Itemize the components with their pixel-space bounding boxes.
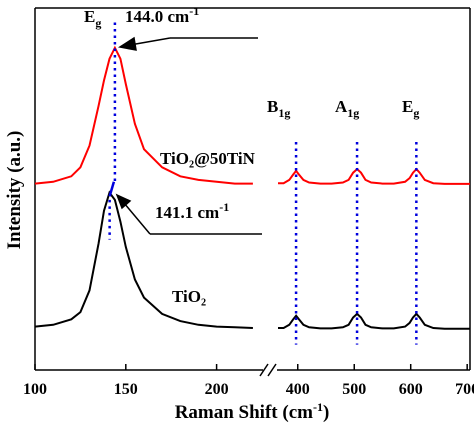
series-label: TiO₂@50TiN — [160, 149, 256, 168]
series-label: TiO₂ — [172, 287, 206, 306]
annotation: Eg — [402, 97, 419, 120]
series-line — [34, 190, 253, 329]
frame — [34, 7, 471, 377]
x-tick-label: 150 — [114, 381, 138, 398]
annotation-sup: -1 — [189, 4, 199, 18]
annotation-text: B — [267, 97, 278, 116]
annotation-sub: 1g — [347, 106, 359, 120]
series-line — [278, 312, 470, 330]
annotation-text: E — [402, 97, 413, 116]
x-tick-label: 200 — [205, 381, 229, 398]
annotation: 141.1 cm-1 — [155, 200, 229, 222]
x-tick-label: 100 — [23, 381, 47, 398]
series-line — [34, 45, 253, 185]
x-tick-label: 700 — [455, 381, 474, 398]
x-axis-label: Raman Shift (cm-1) — [175, 400, 330, 423]
y-axis-label: Intensity (a.u.) — [4, 131, 25, 250]
peak-shift — [108, 181, 116, 197]
annotation-text: A — [335, 97, 348, 116]
annotation-sub: 1g — [278, 106, 290, 120]
annotation: B1g — [267, 97, 290, 120]
annotation: Eg — [84, 7, 101, 30]
annotation-sub: g — [413, 106, 419, 120]
annotation-sub: g — [95, 16, 101, 30]
annotation-text: 144.0 cm — [125, 7, 189, 26]
annotation-sup: -1 — [219, 200, 229, 214]
annotation: 144.0 cm-1 — [125, 4, 199, 26]
x-tick-label: 500 — [342, 381, 366, 398]
annotation: A1g — [335, 97, 359, 120]
x-tick-label: 600 — [399, 381, 423, 398]
annotation-text: 141.1 cm — [155, 203, 219, 222]
annotation-text: E — [84, 7, 95, 26]
arrows — [115, 36, 262, 235]
x-tick-label: 400 — [286, 381, 310, 398]
series-line — [278, 167, 470, 185]
